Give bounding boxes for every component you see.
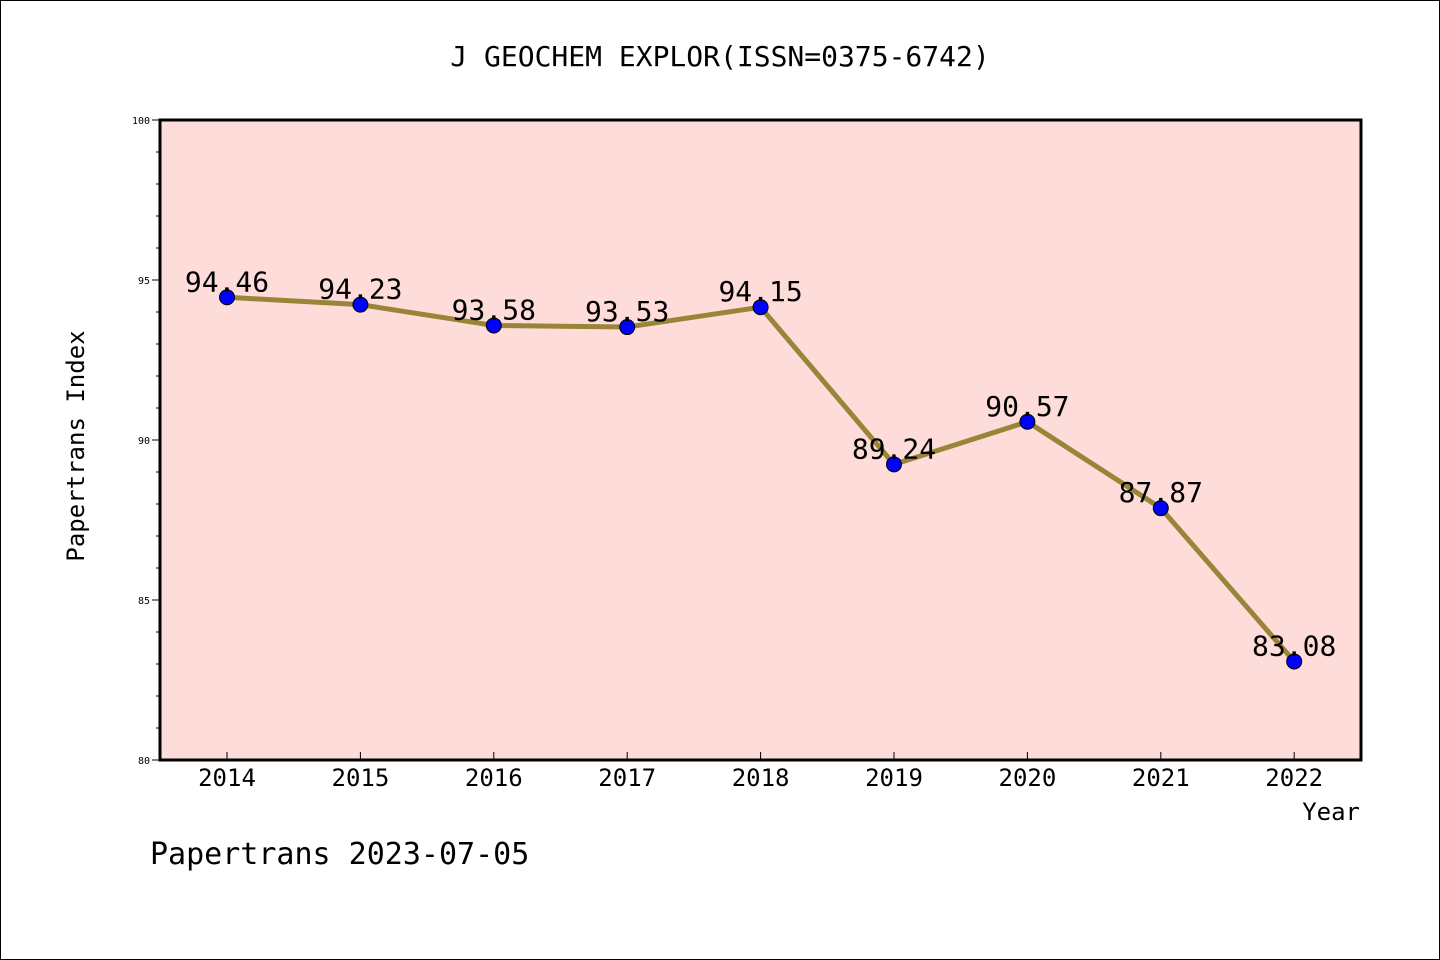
chart-title: J GEOCHEM EXPLOR(ISSN=0375-6742)	[450, 40, 989, 73]
series-group: 94.46 94.23 93.58 93.53 94.15 89.24 90.57 87.87…	[185, 265, 1336, 670]
y-tick-label: 90	[138, 436, 150, 447]
y-axis-title: Papertrans Index	[62, 330, 90, 561]
data-point	[1152, 500, 1169, 517]
data-label: 90.57	[985, 390, 1069, 423]
data-point	[1286, 653, 1303, 670]
data-label: 83.08	[1252, 629, 1336, 662]
x-tick-label: 2019	[865, 764, 923, 792]
data-label: 94.15	[718, 275, 802, 308]
y-tick-label: 100	[132, 116, 150, 127]
data-point	[485, 317, 502, 334]
x-axis-ticks: 2014 2015 2016 2017 2018 2019 2020 2021 2022	[198, 752, 1323, 792]
x-tick-label: 2020	[999, 764, 1057, 792]
x-tick-label: 2016	[465, 764, 523, 792]
data-label: 87.87	[1119, 476, 1203, 509]
data-point	[886, 456, 902, 473]
footer-text: Papertrans 2023-07-05	[150, 837, 529, 872]
y-tick-label: 80	[138, 756, 150, 767]
x-tick-label: 2021	[1132, 764, 1190, 792]
data-label: 93.58	[452, 293, 536, 326]
data-label: 94.23	[318, 273, 402, 306]
data-point	[219, 289, 235, 306]
y-axis-ticks: 80 85 90 95 100	[132, 116, 160, 767]
data-point	[1019, 413, 1036, 430]
y-tick-label: 85	[138, 596, 150, 607]
data-point	[352, 296, 369, 313]
x-tick-label: 2015	[332, 764, 390, 792]
x-tick-label: 2018	[732, 764, 790, 792]
data-label: 89.24	[852, 432, 936, 465]
y-tick-label: 95	[138, 276, 150, 287]
data-label: 94.46	[185, 265, 269, 298]
x-tick-label: 2022	[1265, 764, 1323, 792]
data-point	[752, 299, 769, 316]
x-axis-title: Year	[1302, 798, 1360, 826]
x-tick-label: 2017	[598, 764, 656, 792]
data-point	[619, 319, 636, 336]
plot-area	[158, 118, 1363, 762]
data-label: 93.53	[585, 295, 669, 328]
x-tick-label: 2014	[198, 764, 256, 792]
